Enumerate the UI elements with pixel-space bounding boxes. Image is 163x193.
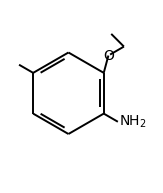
Text: O: O xyxy=(103,49,114,63)
Text: NH$_2$: NH$_2$ xyxy=(119,113,146,130)
